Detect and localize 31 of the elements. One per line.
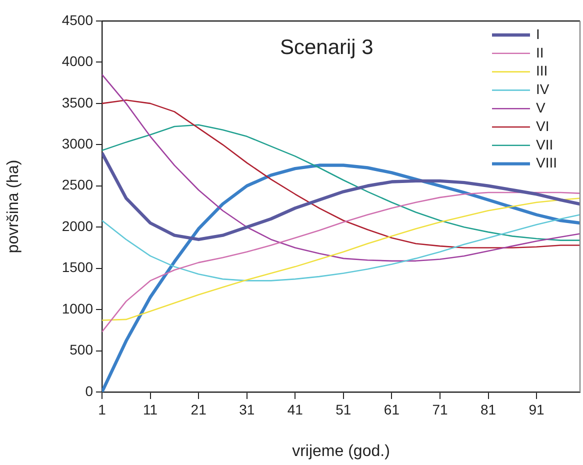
y-tick-label: 1500	[62, 259, 94, 276]
x-tick-label: 21	[190, 401, 207, 418]
x-tick-label: 51	[336, 401, 352, 418]
y-tick-label: 4500	[62, 12, 94, 28]
y-axis-title: površina (ha)	[5, 160, 22, 254]
legend-label: I	[536, 26, 540, 42]
x-axis-title: vrijeme (god.)	[292, 442, 390, 460]
x-tick-label: 91	[528, 401, 545, 418]
x-tick-label: 1	[98, 401, 106, 418]
y-tick-label: 0	[85, 382, 94, 399]
x-tick-label: 31	[239, 401, 255, 418]
y-tick-label: 500	[70, 342, 94, 358]
y-tick-label: 3500	[62, 94, 94, 110]
x-tick-label: 81	[480, 401, 496, 418]
y-tick-label: 4000	[62, 53, 94, 70]
x-tick-label: 71	[432, 401, 448, 418]
legend-label: II	[536, 44, 544, 60]
legend-label: VI	[536, 118, 550, 134]
legend-label: V	[536, 99, 546, 116]
y-tick-label: 2500	[62, 176, 94, 193]
legend-label: VIII	[536, 154, 558, 171]
y-tick-label: 3000	[62, 136, 94, 152]
x-tick-label: 11	[143, 401, 158, 418]
legend-label: III	[536, 62, 548, 79]
x-tick-label: 61	[384, 401, 400, 418]
legend-label: VII	[536, 136, 554, 152]
y-tick-label: 1000	[62, 300, 94, 316]
text: Scenarij 3	[280, 36, 374, 59]
legend-label: IV	[536, 81, 550, 98]
y-tick-label: 2000	[62, 218, 94, 234]
x-tick-label: 41	[287, 401, 304, 418]
